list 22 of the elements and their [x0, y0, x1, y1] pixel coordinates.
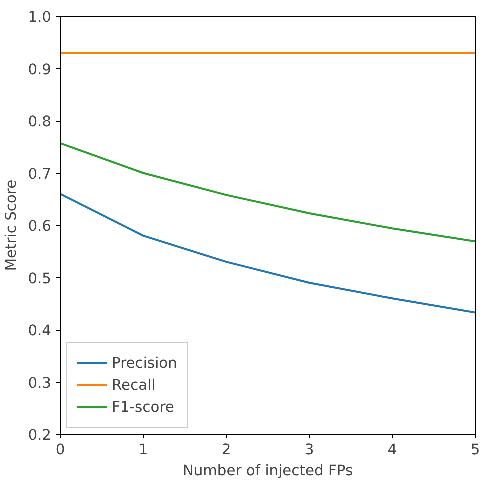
x-tick-label: 5	[470, 442, 480, 458]
y-tick-label: 0.6	[28, 218, 52, 235]
x-tick-label: 3	[304, 442, 314, 458]
legend-label: Precision	[112, 354, 178, 372]
line-series	[60, 142, 476, 243]
y-tick-label: 0.2	[28, 427, 52, 444]
y-tick-label: 0.7	[28, 166, 52, 183]
x-tick-label: 1	[138, 442, 148, 458]
legend-label: Recall	[112, 376, 156, 394]
line-series	[60, 193, 476, 314]
y-tick-label: 1.0	[28, 9, 52, 26]
y-tick-label: 0.9	[28, 61, 52, 78]
y-tick-label: 0.5	[28, 270, 52, 288]
legend-label: F1-score	[112, 398, 174, 416]
x-tick-label: 2	[222, 442, 232, 458]
x-axis-title: Number of injected FPs	[182, 462, 354, 480]
y-tick-label: 0.4	[28, 322, 52, 340]
y-axis-title: Metric Score	[3, 180, 20, 272]
y-tick-label: 0.3	[28, 374, 52, 392]
x-tick-label: 4	[388, 442, 398, 458]
y-tick-label: 0.8	[28, 114, 52, 130]
x-tick-label: 0	[56, 442, 66, 458]
